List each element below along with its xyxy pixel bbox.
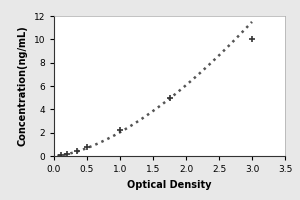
Y-axis label: Concentration(ng/mL): Concentration(ng/mL) <box>18 26 28 146</box>
X-axis label: Optical Density: Optical Density <box>127 180 212 190</box>
